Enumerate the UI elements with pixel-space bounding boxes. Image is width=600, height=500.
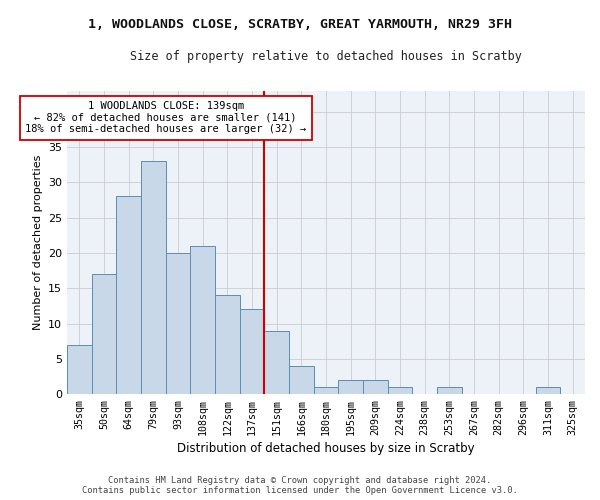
Bar (92, 274, 116, 394)
Text: 1 WOODLANDS CLOSE: 139sqm
← 82% of detached houses are smaller (141)
18% of semi: 1 WOODLANDS CLOSE: 139sqm ← 82% of detac… (25, 101, 307, 134)
Text: 1, WOODLANDS CLOSE, SCRATBY, GREAT YARMOUTH, NR29 3FH: 1, WOODLANDS CLOSE, SCRATBY, GREAT YARMO… (88, 18, 512, 30)
Bar (190, 246, 215, 394)
Bar (363, 380, 388, 394)
Title: Size of property relative to detached houses in Scratby: Size of property relative to detached ho… (130, 50, 522, 63)
Bar (240, 310, 265, 394)
Bar (215, 296, 240, 394)
Bar (116, 196, 141, 394)
Bar (437, 387, 461, 394)
X-axis label: Distribution of detached houses by size in Scratby: Distribution of detached houses by size … (177, 442, 475, 455)
Bar (67, 345, 92, 394)
Bar (314, 387, 338, 394)
Bar (141, 161, 166, 394)
Bar (265, 330, 289, 394)
Bar (536, 387, 560, 394)
Y-axis label: Number of detached properties: Number of detached properties (32, 154, 43, 330)
Bar (289, 366, 314, 394)
Bar (166, 253, 190, 394)
Bar (388, 387, 412, 394)
Bar (338, 380, 363, 394)
Text: Contains HM Land Registry data © Crown copyright and database right 2024.
Contai: Contains HM Land Registry data © Crown c… (82, 476, 518, 495)
